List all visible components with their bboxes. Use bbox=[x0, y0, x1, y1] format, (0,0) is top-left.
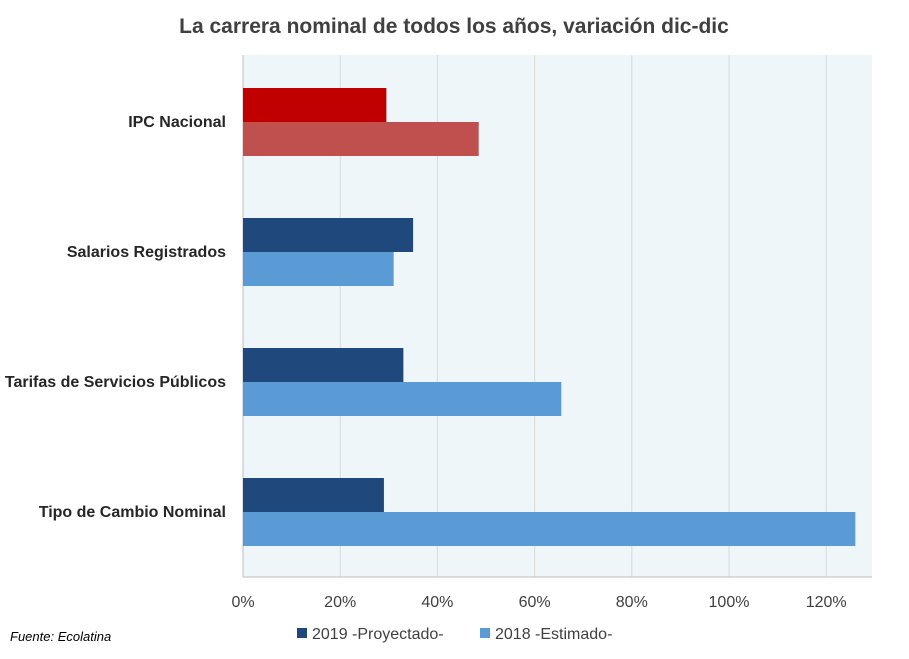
bar-series2 bbox=[243, 122, 479, 156]
legend-label: 2018 -Estimado- bbox=[495, 626, 612, 643]
x-tick-label: 40% bbox=[421, 594, 453, 611]
x-tick-label: 100% bbox=[709, 594, 750, 611]
x-tick-label: 20% bbox=[324, 594, 356, 611]
bar-series2 bbox=[243, 512, 856, 546]
bar-series2 bbox=[243, 382, 562, 416]
bar-series1 bbox=[243, 218, 414, 252]
x-tick-label: 60% bbox=[519, 594, 551, 611]
x-tick-label: 80% bbox=[616, 594, 648, 611]
bar-series1 bbox=[243, 88, 387, 122]
legend-label: 2019 -Proyectado- bbox=[312, 626, 444, 643]
bar-series2 bbox=[243, 252, 394, 286]
legend-swatch bbox=[480, 628, 490, 638]
x-tick-label: 120% bbox=[806, 594, 847, 611]
bar-series1 bbox=[243, 348, 404, 382]
legend-swatch bbox=[297, 628, 307, 638]
chart-title: La carrera nominal de todos los años, va… bbox=[179, 15, 729, 38]
bar-series1 bbox=[243, 478, 384, 512]
source-note: Fuente: Ecolatina bbox=[10, 629, 111, 644]
category-label: IPC Nacional bbox=[128, 114, 226, 131]
category-label: Salarios Registrados bbox=[67, 244, 226, 261]
category-labels: IPC Nacional Salarios Registrados Tarifas … bbox=[5, 114, 226, 521]
x-tick-label: 0% bbox=[231, 594, 254, 611]
x-tick-labels: 0% 20% 40% 60% 80% 100% 120% bbox=[231, 594, 846, 611]
legend: 2019 -Proyectado- 2018 -Estimado- bbox=[297, 626, 612, 643]
category-label: Tarifas de Servicios Públicos bbox=[5, 374, 226, 391]
category-label: Tipo de Cambio Nominal bbox=[39, 504, 226, 521]
bars bbox=[243, 88, 856, 546]
